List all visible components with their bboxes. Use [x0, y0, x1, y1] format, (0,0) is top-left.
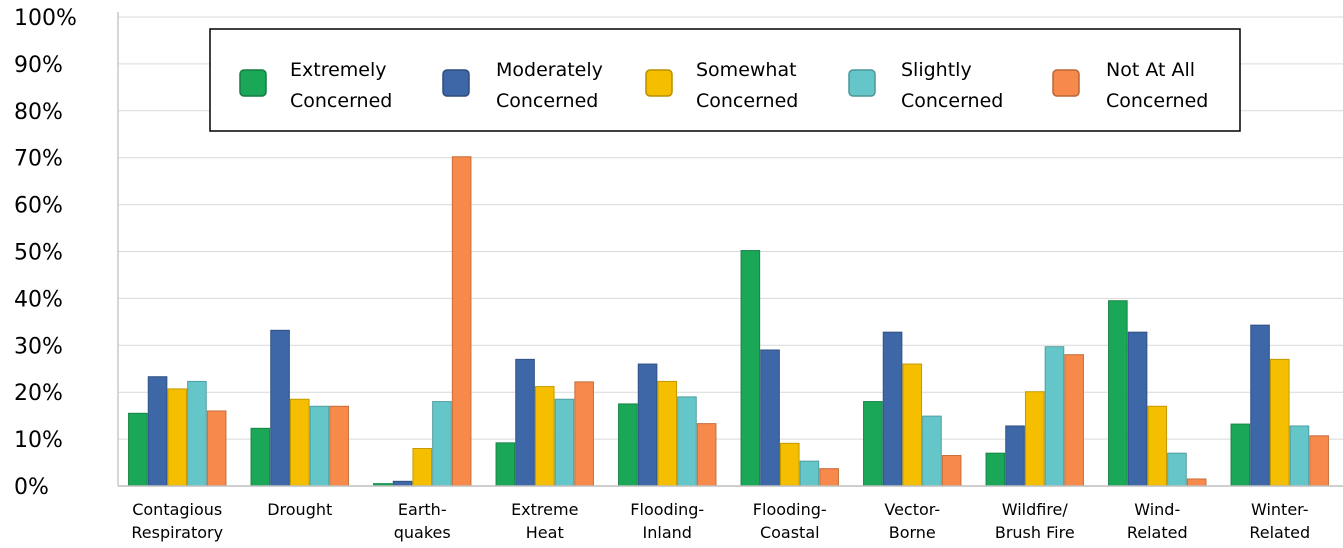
bar [657, 380, 678, 487]
bar [289, 398, 310, 487]
x-tick-label: Wildfire/Brush Fire [995, 500, 1075, 542]
bar [534, 386, 555, 487]
bar [882, 331, 903, 487]
bar [495, 442, 516, 487]
bar [696, 423, 717, 487]
x-tick-label: Drought [267, 500, 332, 519]
y-axis: 0% 10% 20% 30% 40% 50% 60% 70% 80% 90% 100% [14, 6, 119, 500]
bar [1005, 425, 1025, 487]
bar [574, 381, 594, 487]
bar [1289, 425, 1310, 487]
bar [187, 380, 207, 487]
bar [779, 442, 800, 487]
legend-label: Slightly Concerned [901, 59, 1003, 112]
bar [760, 349, 780, 487]
legend-label: Moderately Concerned [496, 59, 603, 112]
y-tick-label: 50% [14, 241, 63, 266]
bar [1127, 331, 1148, 487]
bar [799, 460, 820, 487]
bar [1250, 324, 1270, 487]
y-tick-label: 20% [14, 381, 63, 406]
x-tick-label: Flooding-Coastal [753, 500, 827, 542]
legend-swatch [442, 69, 470, 97]
bar [206, 410, 227, 487]
bar [863, 401, 883, 487]
legend-swatch [1052, 69, 1080, 97]
x-tick-label: Flooding-Inland [630, 500, 704, 542]
bar [740, 250, 761, 487]
y-tick-label: 10% [14, 428, 63, 453]
bar [515, 358, 535, 487]
bar [677, 396, 697, 487]
bar [1309, 435, 1329, 487]
y-tick-label: 100% [14, 6, 77, 31]
y-tick-label: 0% [14, 475, 49, 500]
y-tick-label: 40% [14, 287, 63, 312]
legend-label: Not At All Concerned [1106, 59, 1208, 112]
bar [1044, 346, 1065, 487]
bar [554, 398, 575, 487]
bar [618, 403, 638, 487]
legend-swatch [645, 69, 673, 97]
bar [922, 415, 942, 487]
x-tick-label: Winter-Related [1249, 500, 1310, 542]
x-tick-label: Earth-quakes [394, 500, 451, 542]
bar [270, 329, 290, 487]
legend-label: Extremely Concerned [290, 59, 392, 112]
legend: Extremely Concerned Moderately Concerned Som… [209, 28, 1241, 132]
bar [451, 156, 472, 487]
bar [985, 452, 1006, 487]
bar [637, 363, 658, 487]
bar [1064, 354, 1084, 487]
bar [1147, 405, 1168, 487]
bar [147, 376, 168, 487]
bar [128, 412, 148, 487]
y-tick-label: 70% [14, 147, 63, 172]
bar [1186, 478, 1207, 487]
bar [941, 455, 962, 487]
legend-swatch [239, 69, 267, 97]
bars [128, 156, 1329, 487]
x-tick-label: Vector-Borne [884, 500, 940, 542]
bar [1024, 391, 1045, 487]
bar [1230, 423, 1251, 487]
bar [412, 447, 433, 487]
bar [1108, 300, 1128, 487]
legend-label: Somewhat Concerned [696, 59, 798, 112]
x-axis: Contagious Respiratory Drought Earth-quakes… [118, 485, 1343, 542]
x-tick-label: Contagious Respiratory [131, 500, 223, 542]
y-tick-label: 30% [14, 334, 63, 359]
bar [432, 401, 452, 487]
x-tick-label: Wind-Related [1127, 500, 1188, 542]
bar [167, 388, 188, 487]
legend-swatch [848, 69, 876, 97]
y-tick-label: 80% [14, 100, 63, 125]
x-tick-label: Extreme Heat [511, 500, 578, 542]
bar [250, 427, 271, 487]
bar [902, 363, 923, 487]
y-tick-label: 60% [14, 194, 63, 219]
bar [1269, 358, 1290, 487]
bar [309, 405, 330, 487]
y-tick-label: 90% [14, 53, 63, 78]
bar [819, 468, 839, 487]
bar [329, 405, 349, 487]
bar [1167, 452, 1187, 487]
